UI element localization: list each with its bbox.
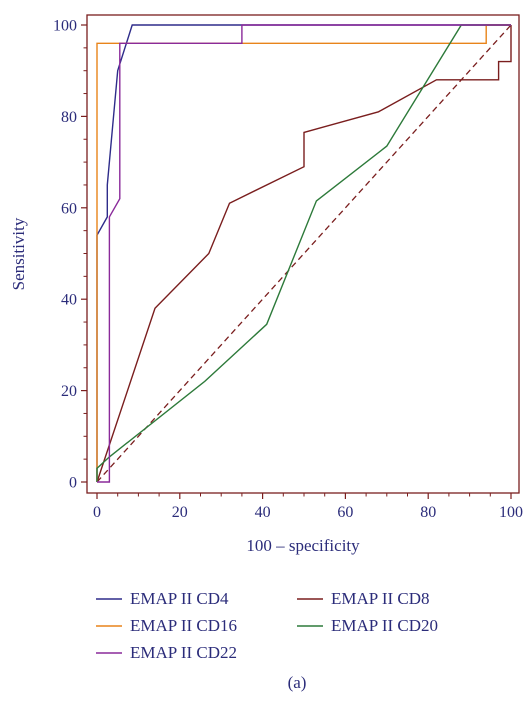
y-tick-label: 40 [61, 292, 77, 309]
x-axis-label: 100 – specificity [246, 536, 360, 555]
x-tick-label: 40 [255, 504, 271, 521]
y-tick-label: 80 [61, 109, 77, 126]
figure-caption: (a) [288, 673, 307, 692]
y-tick-label: 20 [61, 383, 77, 400]
y-tick-label: 60 [61, 200, 77, 217]
legend-label-4: EMAP II CD20 [331, 616, 438, 635]
legend: EMAP II CD4 EMAP II CD8 EMAP II CD16 EMAP I… [96, 589, 438, 662]
legend-label-5: EMAP II CD22 [130, 643, 237, 662]
x-tick-label: 20 [172, 504, 188, 521]
y-axis-label: Sensitivity [9, 217, 28, 290]
x-tick-label: 100 [499, 504, 523, 521]
x-tick-label: 0 [93, 504, 101, 521]
y-tick-label: 0 [69, 475, 77, 492]
x-tick-label: 80 [420, 504, 436, 521]
legend-label-3: EMAP II CD16 [130, 616, 237, 635]
reference-diagonal-line [97, 25, 511, 482]
legend-label-1: EMAP II CD4 [130, 589, 229, 608]
x-tick-label: 60 [337, 504, 353, 521]
y-tick-label: 100 [53, 18, 77, 35]
legend-label-2: EMAP II CD8 [331, 589, 430, 608]
